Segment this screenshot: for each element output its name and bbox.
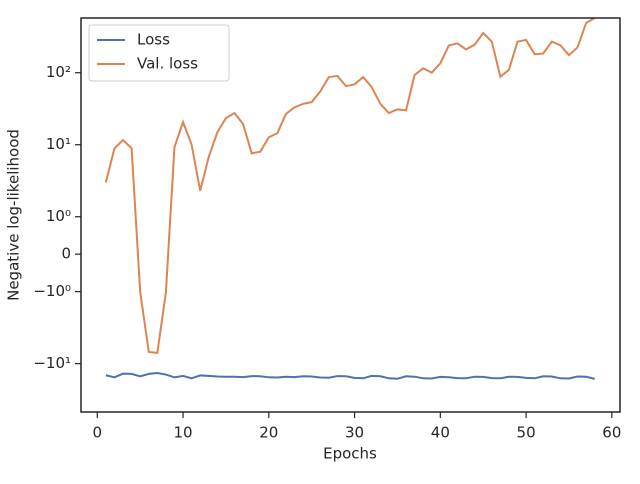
- x-axis-label: Epochs: [323, 445, 377, 463]
- line: [105, 371, 595, 380]
- y-tick-label: 10²: [46, 63, 71, 81]
- y-axis-label: Negative log-likelihood: [5, 129, 23, 301]
- legend-label: Val. loss: [137, 55, 198, 73]
- x-tick-label: 50: [517, 424, 536, 442]
- x-tick-label: 60: [602, 424, 621, 442]
- y-tick-label: 0: [61, 245, 71, 263]
- line: [104, 17, 596, 354]
- legend-label: Loss: [137, 31, 170, 49]
- x-tick-label: 10: [174, 424, 193, 442]
- x-tick-label: 0: [93, 424, 103, 442]
- plot-frame: [80, 17, 621, 413]
- y-tick-label: 10⁰: [46, 207, 71, 225]
- x-tick-label: 40: [431, 424, 450, 442]
- x-tick-label: 30: [345, 424, 364, 442]
- y-tick-label: −10⁰: [33, 282, 71, 300]
- y-tick-label: 10¹: [46, 135, 71, 153]
- x-tick-label: 20: [259, 424, 278, 442]
- y-tick-label: −10¹: [33, 354, 71, 372]
